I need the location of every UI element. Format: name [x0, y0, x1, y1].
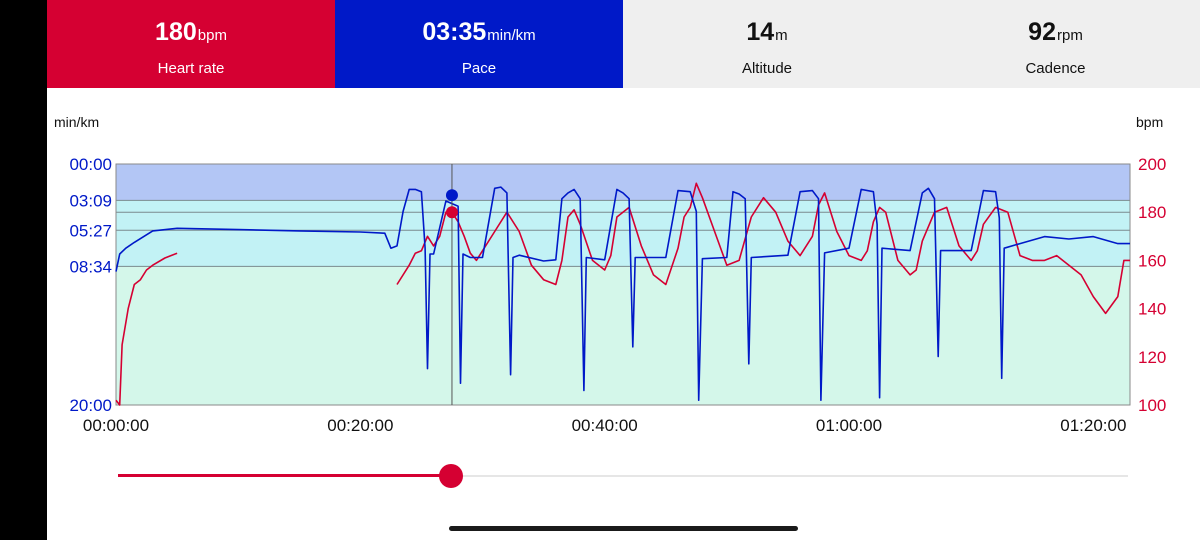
timeline-slider-track[interactable] [118, 475, 1128, 477]
pace-label: Pace [461, 60, 497, 77]
zone-tempo-band [116, 200, 1130, 267]
heart-rate-series-line [115, 182, 1130, 406]
heart-rate-tick-label-3: 160 [1138, 251, 1166, 270]
heart-rate-tick-label-0: 100 [1138, 396, 1166, 415]
altitude-unit: m [775, 27, 788, 44]
time-tick-label-2: 00:40:00 [572, 416, 638, 435]
pace-tick-label-0: 00:00 [69, 155, 112, 174]
stats-bar: 180 bpm Heart rate 03:35 min/km Pace 14 … [47, 0, 1200, 88]
altitude-value: 14 [746, 18, 775, 46]
cadence-tile[interactable]: 92 rpm Cadence [911, 0, 1200, 88]
cursor-pace-marker [445, 189, 458, 202]
pace-unit: min/km [487, 27, 536, 44]
right-axis-unit: bpm [1136, 114, 1164, 130]
heart-rate-tick-label-1: 120 [1138, 348, 1166, 367]
zone-fast-band [116, 164, 1130, 201]
screen-edge [0, 0, 47, 540]
timeline-slider-fill [118, 474, 452, 477]
pace-tick-label-1: 03:09 [69, 191, 112, 210]
pace-tick-label-4: 20:00 [69, 396, 112, 415]
time-tick-label-4: 01:20:00 [1060, 416, 1126, 435]
timeline-slider-thumb[interactable] [439, 464, 464, 488]
altitude-label: Altitude [741, 60, 793, 77]
cadence-value: 92 [1028, 18, 1056, 46]
pace-tick-label-2: 05:27 [69, 221, 112, 240]
heart-rate-tile[interactable]: 180 bpm Heart rate [47, 0, 335, 88]
heart-rate-tick-label-2: 140 [1138, 300, 1166, 319]
heart-rate-tick-label-4: 180 [1138, 203, 1166, 222]
pace-heart-rate-chart[interactable]: 00:00 03:09 05:27 08:34 20:00 100 120 140 160 180… [47, 150, 1200, 440]
cadence-unit: rpm [1056, 27, 1083, 44]
heart-rate-tick-label-5: 200 [1138, 155, 1166, 174]
pace-tick-label-3: 08:34 [69, 257, 112, 276]
home-indicator[interactable] [449, 526, 798, 531]
time-tick-label-1: 00:20:00 [327, 416, 393, 435]
altitude-tile[interactable]: 14 m Altitude [623, 0, 911, 88]
pace-series-line [115, 186, 1130, 401]
left-axis-unit: min/km [54, 114, 100, 130]
heart-rate-label: Heart rate [157, 60, 225, 77]
time-tick-label-0: 00:00:00 [83, 416, 149, 435]
cursor-heart-rate-marker [445, 206, 458, 219]
time-tick-label-3: 01:00:00 [816, 416, 882, 435]
plot-border [115, 163, 1131, 406]
heart-rate-value: 180 [155, 18, 197, 46]
zone-easy-band [116, 266, 1130, 405]
heart-rate-unit: bpm [197, 27, 227, 44]
pace-value: 03:35 [422, 18, 487, 46]
cadence-label: Cadence [1025, 60, 1086, 77]
pace-tile[interactable]: 03:35 min/km Pace [335, 0, 623, 88]
